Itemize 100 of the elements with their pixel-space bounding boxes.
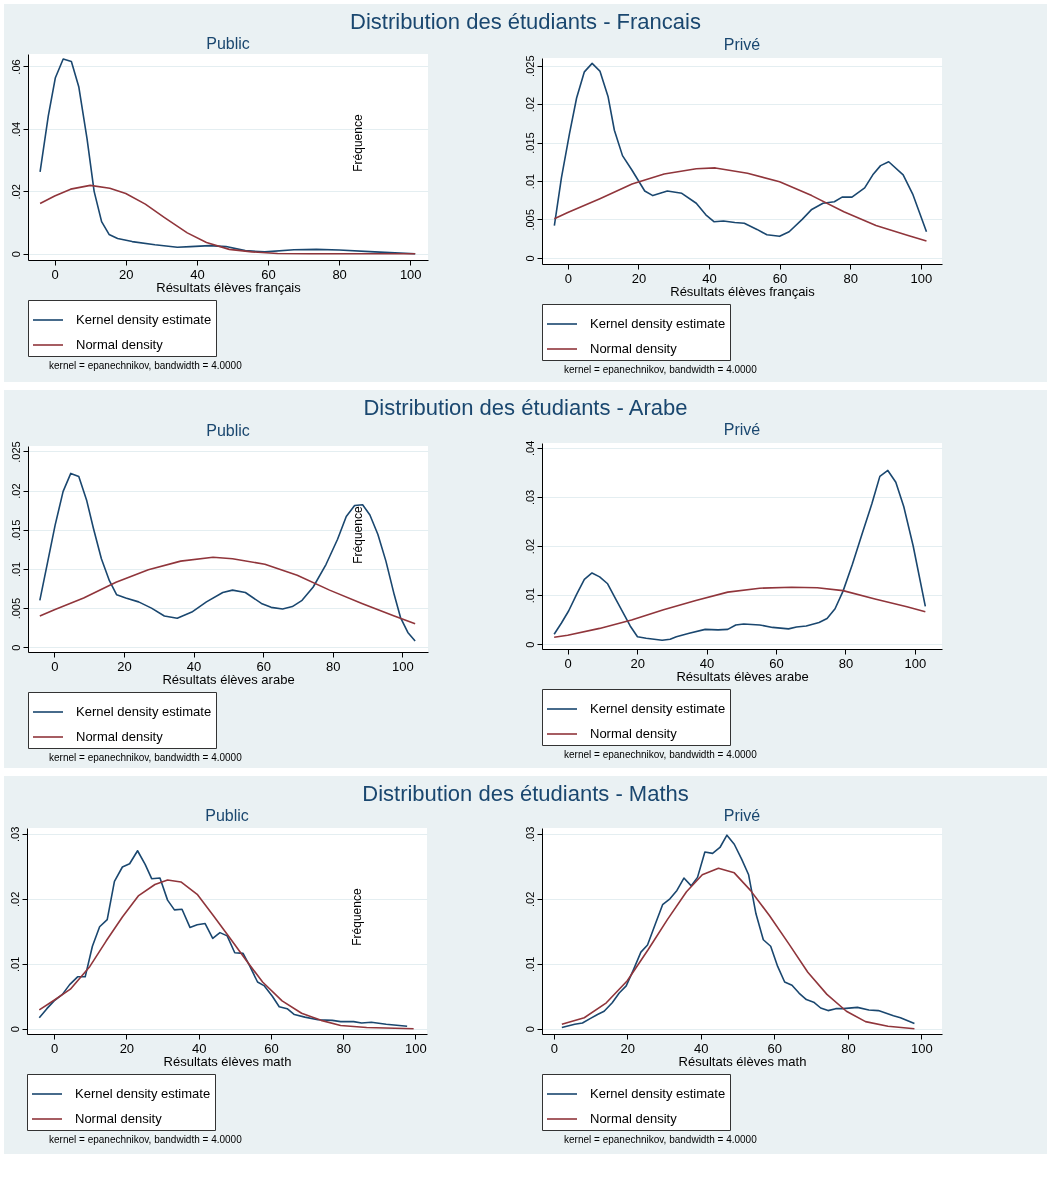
x-tick-label: 40 (190, 266, 205, 282)
y-tick-label: .02 (9, 184, 22, 200)
legend-label: Kernel density estimate (75, 1086, 211, 1101)
y-tick-label: .02 (523, 96, 536, 113)
line-series (38, 879, 415, 1030)
x-tick-label: 80 (332, 266, 347, 282)
x-tick-label: 0 (564, 270, 572, 286)
y-tick-label: .01 (523, 587, 536, 604)
y-tick-label: .015 (9, 519, 22, 542)
x-tick-label: 60 (769, 655, 784, 671)
legend-label: Kernel density estimate (590, 701, 726, 716)
y-tick-label: .005 (9, 597, 22, 620)
y-tick-label: 0 (523, 255, 536, 262)
chart-subtitle: Public (206, 421, 250, 439)
legend-label: Normal density (76, 337, 164, 352)
x-tick-label: 40 (699, 655, 715, 671)
text: Distribution des étudiants - Arabe (362, 394, 689, 422)
x-tick-label: 20 (119, 266, 134, 282)
x-tick-label: 100 (405, 1040, 427, 1056)
x-tick-label: 80 (841, 1040, 856, 1056)
y-tick-label: .01 (523, 956, 536, 972)
line-series (561, 834, 916, 1029)
x-axis-title: Résultats élèves français (156, 279, 302, 295)
line-series (38, 849, 408, 1027)
legend-label: Kernel density estimate (76, 312, 212, 327)
y-tick-label: .02 (9, 483, 22, 499)
x-axis-title: Résultats élèves arabe (162, 671, 295, 687)
x-tick-label: 60 (772, 270, 788, 286)
chart-subtitle: Privé (723, 807, 761, 825)
chart-subtitle: Privé (723, 35, 761, 53)
x-tick-label: 20 (117, 658, 132, 674)
y-tick-label: 0 (8, 1026, 21, 1033)
x-tick-label: 0 (51, 266, 59, 282)
y-axis-title: Fréquence (349, 888, 364, 946)
x-tick-label: 80 (843, 270, 858, 286)
y-axis-title: Fréquence (350, 114, 365, 172)
x-tick-label: 40 (191, 1040, 207, 1056)
y-tick-label: .03 (8, 826, 21, 842)
y-tick-label: .025 (9, 441, 22, 463)
x-tick-label: 80 (336, 1040, 351, 1056)
x-tick-label: 20 (119, 1040, 135, 1056)
x-tick-label: 20 (620, 1040, 636, 1056)
text: Distribution des étudiants - Francais (349, 8, 702, 36)
x-tick-label: 100 (399, 266, 422, 282)
y-tick-label: .025 (523, 55, 536, 77)
x-tick-label: 80 (325, 658, 341, 674)
x-tick-label: 0 (564, 655, 572, 671)
y-tick-label: .01 (9, 561, 22, 578)
legend-label: Normal density (75, 1111, 163, 1126)
x-tick-label: 80 (838, 655, 854, 671)
y-tick-label: .03 (523, 489, 536, 506)
text: kernel = epanechnikov, bandwidth = 4.0000 (48, 1134, 243, 1145)
line-series (39, 472, 416, 642)
line-series (553, 469, 927, 641)
text: kernel = epanechnikov, bandwidth = 4.0000 (48, 752, 243, 763)
legend-label: Kernel density estimate (76, 704, 212, 719)
line-series (553, 167, 928, 242)
line-series (553, 586, 927, 639)
y-tick-label: .01 (523, 173, 536, 190)
legend-label: Normal density (590, 341, 678, 356)
y-tick-label: .015 (523, 132, 536, 154)
x-axis-title: Résultats élèves math (678, 1053, 807, 1069)
y-tick-label: 0 (523, 1026, 536, 1033)
text: kernel = epanechnikov, bandwidth = 4.0000 (563, 749, 758, 760)
y-tick-label: .06 (9, 59, 22, 75)
line-series (39, 184, 416, 255)
text: kernel = epanechnikov, bandwidth = 4.0000 (48, 360, 243, 371)
x-tick-label: 100 (904, 655, 927, 671)
x-axis-title: Résultats élèves français (670, 283, 816, 299)
legend-label: Normal density (590, 1111, 678, 1126)
x-axis-title: Résultats élèves math (163, 1053, 292, 1069)
x-tick-label: 20 (631, 270, 647, 286)
legend-label: Kernel density estimate (590, 316, 726, 331)
y-tick-label: 0 (523, 641, 536, 648)
line-series (553, 62, 928, 238)
y-axis-title: Fréquence (350, 506, 365, 564)
line-series (561, 867, 916, 1030)
x-tick-label: 60 (261, 266, 276, 282)
x-tick-label: 0 (550, 1040, 558, 1056)
y-tick-label: .02 (523, 891, 536, 907)
legend-label: Kernel density estimate (590, 1086, 726, 1101)
chart-subtitle: Public (206, 35, 250, 52)
x-tick-label: 40 (694, 1040, 709, 1056)
x-tick-label: 0 (51, 658, 59, 674)
x-tick-label: 100 (910, 270, 933, 286)
x-tick-label: 100 (911, 1040, 933, 1056)
legend-label: Normal density (76, 729, 164, 744)
y-tick-label: .02 (523, 538, 536, 555)
y-tick-label: .03 (523, 826, 536, 842)
x-axis-title: Résultats élèves arabe (676, 668, 809, 684)
y-tick-label: .02 (8, 891, 21, 907)
x-tick-label: 60 (264, 1040, 279, 1056)
y-tick-label: 0 (9, 251, 22, 258)
text: Distribution des étudiants - Maths (361, 780, 690, 808)
legend-label: Normal density (590, 726, 678, 741)
text: kernel = epanechnikov, bandwidth = 4.0000 (563, 1134, 758, 1145)
x-tick-label: 40 (186, 658, 202, 674)
x-tick-label: 100 (391, 658, 414, 674)
y-tick-label: .01 (8, 956, 21, 972)
chart-subtitle: Public (205, 807, 249, 825)
